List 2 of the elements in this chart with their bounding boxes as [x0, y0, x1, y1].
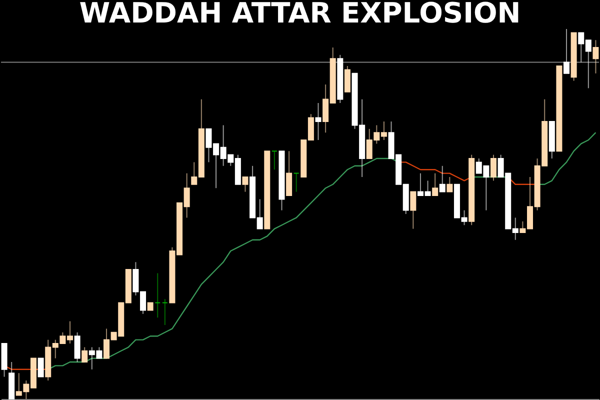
- chart-title: WADDAH ATTAR EXPLOSION: [79, 0, 521, 30]
- candlestick: [38, 358, 44, 378]
